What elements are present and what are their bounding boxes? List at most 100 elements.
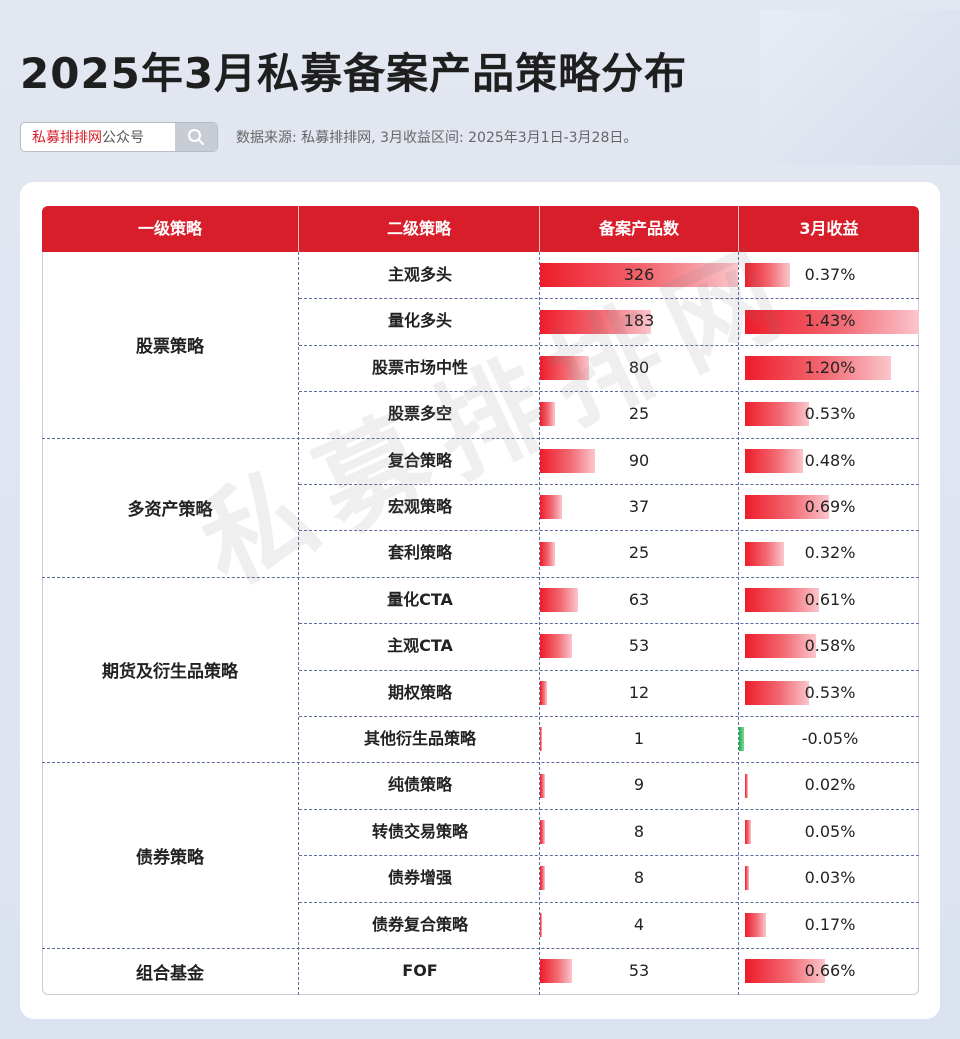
header-divider — [539, 206, 540, 252]
group-divider — [42, 576, 919, 578]
count-value: 183 — [623, 311, 655, 331]
primary-strategy-cell: 多资产策略 — [127, 499, 213, 520]
count-bar — [540, 495, 563, 520]
return-value: 0.53% — [804, 682, 856, 702]
return-bar — [745, 912, 766, 937]
return-value: 0.53% — [804, 404, 856, 424]
secondary-strategy-cell: 纯债策略 — [387, 775, 452, 795]
row-divider — [299, 716, 919, 717]
return-bar — [745, 402, 810, 427]
return-bar — [745, 820, 752, 844]
secondary-strategy-cell: 量化多头 — [387, 311, 452, 331]
return-value: 0.48% — [804, 450, 856, 470]
return-bar — [745, 959, 826, 984]
secondary-strategy-cell: 主观多头 — [387, 265, 452, 284]
count-value: 25 — [628, 404, 650, 424]
secondary-strategy-cell: 复合策略 — [387, 450, 452, 470]
return-bar — [739, 727, 744, 752]
return-bar — [745, 541, 784, 566]
count-value: 8 — [633, 868, 645, 888]
secondary-strategy-cell: 量化CTA — [387, 589, 453, 609]
return-value: 0.03% — [804, 868, 856, 888]
count-bar — [540, 309, 652, 334]
strategy-table: 一级策略 二级策略 备案产品数 3月收益 主观多头 326 0.37% 量化多头 183… — [42, 206, 919, 995]
header-divider — [738, 206, 739, 252]
return-bar — [745, 495, 829, 520]
count-value: 25 — [628, 543, 650, 563]
decorative-panel — [760, 10, 960, 165]
secondary-strategy-cell: 股票市场中性 — [371, 357, 468, 377]
return-value: 0.05% — [804, 821, 856, 841]
return-bar — [745, 356, 891, 380]
count-bar — [540, 727, 542, 752]
brand-search-box[interactable]: 私募排排网 公众号 — [20, 122, 218, 152]
brand-label: 私募排排网 公众号 — [21, 123, 175, 151]
return-value: -0.05% — [801, 729, 859, 748]
secondary-strategy-cell: 宏观策略 — [387, 497, 452, 516]
return-value: 0.58% — [804, 636, 856, 656]
return-bar — [745, 588, 820, 612]
count-value: 326 — [623, 265, 655, 284]
return-value: 0.32% — [804, 543, 856, 563]
secondary-strategy-cell: 其他衍生品策略 — [363, 729, 476, 748]
secondary-strategy-cell: 债券增强 — [387, 868, 452, 888]
return-bar — [745, 634, 816, 659]
search-icon — [188, 129, 204, 145]
count-value: 4 — [633, 914, 645, 934]
secondary-strategy-cell: 主观CTA — [387, 636, 453, 656]
count-value: 53 — [628, 636, 650, 656]
count-bar — [540, 588, 579, 612]
return-value: 0.66% — [804, 961, 856, 980]
row-divider — [299, 484, 919, 485]
column-divider — [298, 252, 299, 995]
row-divider — [299, 808, 919, 810]
secondary-strategy-cell: FOF — [402, 961, 438, 980]
data-source-note: 数据来源: 私募排排网, 3月收益区间: 2025年3月1日-3月28日。 — [236, 130, 638, 146]
count-value: 80 — [628, 357, 650, 377]
search-button[interactable] — [175, 123, 217, 151]
primary-strategy-cell: 期货及衍生品策略 — [102, 662, 238, 683]
return-value: 0.61% — [804, 589, 856, 609]
count-bar — [540, 912, 543, 937]
return-bar — [745, 680, 810, 705]
group-divider — [42, 437, 919, 439]
count-bar — [540, 820, 545, 844]
count-value: 8 — [633, 821, 645, 841]
count-bar — [540, 402, 556, 427]
table-header: 一级策略 二级策略 备案产品数 3月收益 — [42, 206, 919, 252]
secondary-strategy-cell: 债券复合策略 — [371, 914, 468, 934]
return-bar — [745, 866, 749, 891]
secondary-strategy-cell: 转债交易策略 — [371, 821, 468, 841]
count-value: 63 — [628, 589, 650, 609]
primary-strategy-cell: 组合基金 — [136, 963, 204, 984]
return-value: 1.43% — [804, 311, 856, 331]
page-title: 2025年3月私募备案产品策略分布 — [20, 49, 688, 98]
return-bar — [745, 263, 791, 288]
count-bar — [540, 448, 595, 473]
secondary-strategy-cell: 套利策略 — [387, 543, 452, 563]
count-bar — [540, 356, 589, 380]
return-bar — [745, 448, 804, 473]
count-bar — [540, 541, 556, 566]
count-bar — [540, 959, 573, 984]
secondary-strategy-cell: 期权策略 — [387, 682, 452, 702]
row-divider — [299, 530, 919, 532]
brand-suffix: 公众号 — [102, 130, 144, 146]
header-primary-strategy: 一级策略 — [137, 219, 202, 238]
count-value: 53 — [628, 961, 650, 980]
count-value: 90 — [628, 450, 650, 470]
count-bar — [540, 680, 548, 705]
header-secondary-strategy: 二级策略 — [386, 219, 451, 238]
count-bar — [540, 773, 546, 798]
count-bar — [540, 263, 738, 288]
row-divider — [299, 623, 919, 625]
count-value: 1 — [633, 729, 645, 748]
return-value: 0.17% — [804, 914, 856, 934]
secondary-strategy-cell: 股票多空 — [387, 404, 452, 424]
row-divider — [299, 391, 919, 393]
group-divider — [42, 948, 919, 949]
row-divider — [299, 344, 919, 346]
return-bar — [745, 309, 919, 334]
row-divider — [299, 855, 919, 857]
count-value: 37 — [628, 497, 650, 516]
